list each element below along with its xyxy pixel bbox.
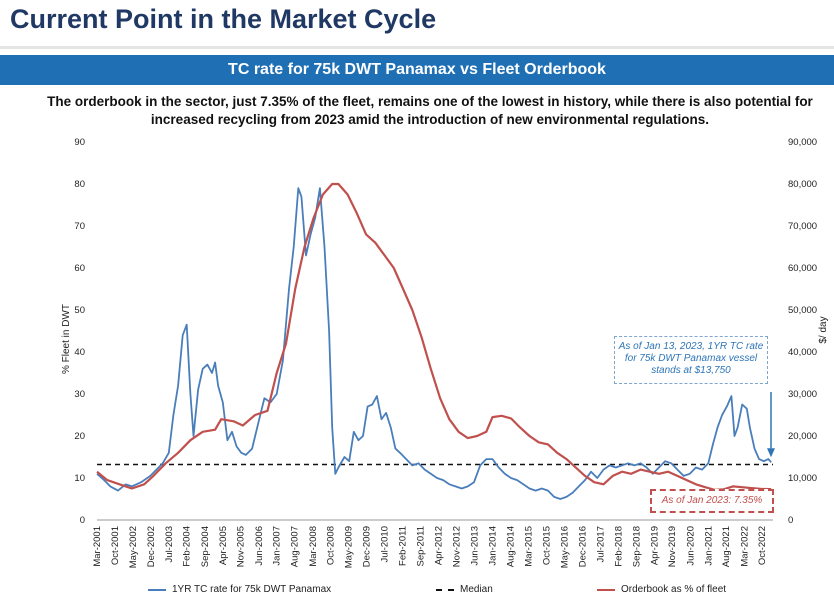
x-axis-tick-label: Feb-2011 <box>397 526 408 566</box>
y-axis-tick-label: 20 <box>74 431 85 442</box>
callout-arrow-group <box>767 392 775 458</box>
x-axis-tick-label: Jul-2017 <box>595 526 606 562</box>
x-axis-tick-label: Oct-2015 <box>541 526 552 565</box>
x-axis-tick-label: Apr-2012 <box>434 526 445 565</box>
x-axis-tick-label: Aug-2014 <box>505 526 516 567</box>
x-axis-tick-label: Jun-2006 <box>254 526 265 566</box>
orderbook-callout: As of Jan 2023: 7.35% <box>650 489 774 513</box>
x-axis-tick-label: Jun-2013 <box>470 526 481 566</box>
x-axis-tick-label: Aug-2021 <box>721 526 732 567</box>
y-axis-tick-label: 30 <box>74 389 85 400</box>
x-axis-tick-label: Apr-2005 <box>218 526 229 565</box>
series-line-orderbook <box>96 182 772 491</box>
x-axis-tick-label: Nov-2012 <box>451 526 462 567</box>
y2-axis-tick-label: 30,000 <box>788 389 817 400</box>
y-axis-title: % Fleet in DWT <box>61 304 72 374</box>
x-axis-tick-label: May-2016 <box>559 526 570 568</box>
chart-description: The orderbook in the sector, just 7.35% … <box>47 94 813 127</box>
tc-rate-callout: As of Jan 13, 2023, 1YR TC rate for 75k … <box>614 336 768 384</box>
x-axis-tick-label: Jul-2010 <box>380 526 391 562</box>
x-axis-tick-label: May-2002 <box>128 526 139 568</box>
chart-banner: TC rate for 75k DWT Panamax vs Fleet Ord… <box>0 55 834 85</box>
y2-axis-tick-label: 0 <box>788 515 793 526</box>
y-axis-tick-label: 60 <box>74 263 85 274</box>
y-axis-tick-label: 50 <box>74 305 85 316</box>
x-axis-tick-label: Nov-2005 <box>236 526 247 567</box>
x-axis-tick-label: Mar-2022 <box>739 526 750 567</box>
x-axis-tick-label: Aug-2007 <box>290 526 301 567</box>
legend-label-median: Median <box>460 584 493 595</box>
y-axis-tick-label: 10 <box>74 473 85 484</box>
legend-item-orderbook: Orderbook as % of fleet <box>597 584 726 595</box>
series-line-tc-rate <box>96 187 772 500</box>
title-divider <box>0 46 834 49</box>
legend-item-tc-rate: 1YR TC rate for 75k DWT Panamax <box>148 584 331 595</box>
x-axis-tick-label: Mar-2015 <box>524 526 535 567</box>
x-axis-tick-label: Nov-2019 <box>667 526 678 567</box>
y2-axis-tick-label: 10,000 <box>788 473 817 484</box>
x-axis-tick-label: Feb-2018 <box>613 526 624 567</box>
legend-swatch-tc-rate <box>148 588 166 591</box>
y2-axis-tick-label: 90,000 <box>788 137 817 148</box>
x-axis-ticks: Mar-2001 Oct-2001 May-2002 Dec-2002 Jul-2003… <box>92 526 768 568</box>
x-axis-tick-label: Dec-2016 <box>577 526 588 567</box>
y-axis-tick-label: 70 <box>74 221 85 232</box>
x-axis-tick-label: Jun-2020 <box>685 526 696 566</box>
x-axis-tick-label: Dec-2002 <box>146 526 157 567</box>
x-axis-tick-label: May-2009 <box>344 526 355 568</box>
y2-axis-tick-label: 80,000 <box>788 179 817 190</box>
x-axis-tick-label: Dec-2009 <box>362 526 373 567</box>
y-axis-tick-label: 80 <box>74 179 85 190</box>
x-axis-tick-label: Mar-2008 <box>308 526 319 567</box>
series-group <box>96 182 772 500</box>
legend-label-tc-rate: 1YR TC rate for 75k DWT Panamax <box>172 584 332 595</box>
x-axis-tick-label: Sep-2004 <box>200 526 211 567</box>
y2-axis-title: $/ day <box>818 316 829 343</box>
x-axis-tick-label: Oct-2001 <box>110 526 121 565</box>
y2-axis-tick-label: 60,000 <box>788 263 817 274</box>
x-axis-tick-label: Jul-2003 <box>164 526 175 562</box>
callout-arrow-head <box>767 448 775 458</box>
y2-axis-tick-label: 20,000 <box>788 431 817 442</box>
x-axis-tick-label: Mar-2001 <box>92 526 103 567</box>
y2-axis-tick-label: 40,000 <box>788 347 817 358</box>
x-axis-tick-label: Sep-2018 <box>631 526 642 567</box>
legend-item-median: Median <box>436 584 493 595</box>
x-axis-tick-label: Sep-2011 <box>416 526 427 567</box>
legend-label-orderbook: Orderbook as % of fleet <box>621 584 727 595</box>
legend-swatch-median <box>436 588 454 591</box>
x-axis-tick-label: Jan-2014 <box>487 526 498 566</box>
chart-axes: 0 10 20 30 40 50 60 70 80 90 0 10,000 20,000 30,000 40… <box>61 137 829 526</box>
x-axis-tick-label: Jan-2007 <box>272 526 283 566</box>
y-axis-tick-label: 90 <box>74 137 85 148</box>
y-axis-tick-label: 40 <box>74 347 85 358</box>
y2-axis-tick-label: 70,000 <box>788 221 817 232</box>
legend-swatch-orderbook <box>597 588 615 591</box>
x-axis-tick-label: Feb-2004 <box>182 526 193 567</box>
x-axis-tick-label: Oct-2022 <box>757 526 768 565</box>
y-axis-tick-label: 0 <box>80 515 85 526</box>
x-axis-tick-label: Apr-2019 <box>649 526 660 565</box>
x-axis-tick-label: Jan-2021 <box>703 526 714 566</box>
page-title: Current Point in the Market Cycle <box>10 4 437 34</box>
y2-axis-tick-label: 50,000 <box>788 305 817 316</box>
x-axis-tick-label: Oct-2008 <box>326 526 337 565</box>
